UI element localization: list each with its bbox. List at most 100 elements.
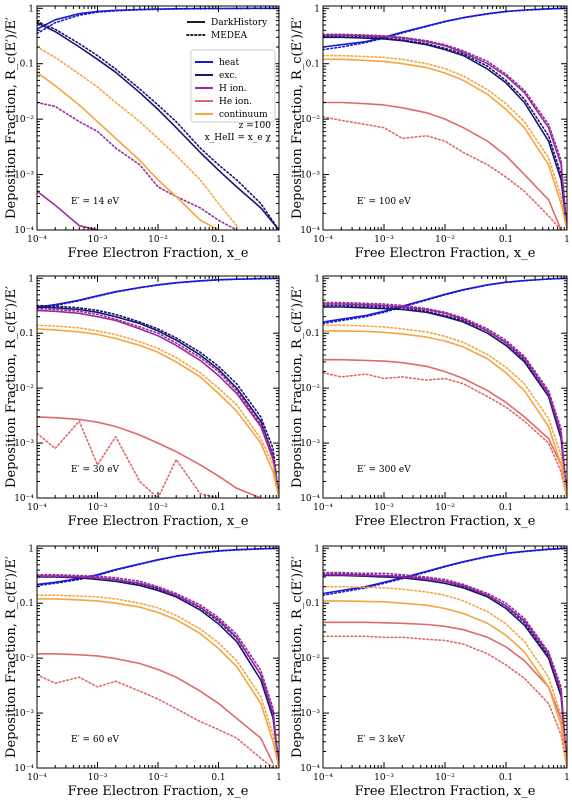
energy-annotation: E′ = 30 eV [71, 465, 120, 475]
series-line-continuum-medea [323, 324, 567, 498]
legend-channel-label: exc. [219, 71, 237, 81]
y-axis-label: Deposition Fraction, R_c(E′)/E′ [290, 286, 305, 488]
y-tick-label: 10⁻⁴ [300, 764, 320, 774]
series-group [323, 7, 567, 230]
y-axis-label: Deposition Fraction, R_c(E′)/E′ [4, 286, 19, 488]
series-line-continuum-darkhistory [323, 58, 567, 230]
chart-panel-1: 10⁻⁴ 10⁻³ 10⁻² 0.1 1 10⁻⁴ 10⁻³ 10⁻² 0.1 1 Free Ele… [4, 4, 282, 261]
series-group [37, 547, 279, 768]
legend-style-label: DarkHistory [211, 18, 268, 28]
condition-label: x_HeII = x_e χ [205, 133, 272, 143]
y-tick-label: 10⁻³ [14, 171, 34, 181]
y-tick-label: 1 [28, 4, 34, 14]
energy-annotation: E′ = 60 eV [71, 735, 120, 745]
series-line-hion-darkhistory [323, 573, 567, 768]
y-axis-label: Deposition Fraction, R_c(E′)/E′ [290, 556, 305, 758]
series-line-continuum-darkhistory [37, 328, 279, 498]
x-axis-label: Free Electron Fraction, x_e [355, 784, 536, 799]
y-tick-label: 10⁻² [14, 115, 34, 125]
series-line-continuum-darkhistory [323, 600, 567, 768]
series-line-heat-darkhistory [323, 277, 567, 323]
series-line-hion-medea [37, 101, 238, 230]
series-group [323, 547, 567, 768]
series-line-continuum-medea [37, 46, 238, 227]
legend-channel-label: H ion. [219, 84, 247, 94]
series-line-heat-darkhistory [323, 547, 567, 595]
series-line-hion-darkhistory [323, 303, 567, 498]
y-tick-label: 10⁻² [14, 654, 34, 664]
x-tick-label: 1 [276, 503, 282, 513]
y-tick-label: 1 [28, 544, 34, 554]
series-line-continuum-medea [37, 324, 279, 498]
y-tick-label: 10⁻³ [300, 171, 320, 181]
series-line-heat-darkhistory [323, 7, 567, 48]
y-tick-label: 1 [314, 4, 320, 14]
legend-channel-label: continuum [219, 110, 268, 120]
legend-style-label: MEDEA [211, 31, 248, 41]
series-line-exc-darkhistory [323, 574, 567, 768]
series-line-exc-darkhistory [37, 306, 279, 498]
energy-annotation: E′ = 3 keV [357, 735, 405, 745]
y-tick-label: 0.1 [20, 329, 34, 339]
y-tick-label: 10⁻⁴ [14, 764, 34, 774]
chart-panel-3: 10⁻⁴ 10⁻³ 10⁻² 0.1 1 10⁻⁴ 10⁻³ 10⁻² 0.1 1 Free Ele… [4, 274, 282, 529]
y-tick-label: 0.1 [306, 60, 320, 70]
series-line-heat-medea [37, 277, 279, 310]
y-tick-label: 10⁻² [300, 654, 320, 664]
y-tick-label: 1 [28, 274, 34, 284]
series-line-heion-darkhistory [37, 653, 274, 765]
x-tick-label: 1 [276, 235, 282, 245]
series-line-hion-medea [37, 307, 279, 498]
x-tick-label: 0.1 [211, 773, 225, 783]
x-tick-label: 0.1 [499, 235, 513, 245]
series-line-hion-darkhistory [37, 575, 279, 768]
x-tick-label: 10⁻³ [88, 503, 108, 513]
series-line-heion-medea [37, 673, 274, 768]
y-tick-label: 0.1 [306, 329, 320, 339]
x-tick-label: 0.1 [211, 503, 225, 513]
series-line-heat-medea [37, 547, 279, 587]
y-tick-label: 10⁻² [300, 384, 320, 394]
y-tick-label: 10⁻³ [14, 439, 34, 449]
series-line-heion-darkhistory [323, 101, 562, 230]
x-tick-label: 10⁻² [148, 235, 168, 245]
x-tick-label: 1 [564, 235, 570, 245]
x-tick-label: 10⁻² [435, 773, 455, 783]
x-tick-label: 10⁻² [435, 503, 455, 513]
series-line-hion-medea [323, 301, 567, 498]
chart-panel-4: 10⁻⁴ 10⁻³ 10⁻² 0.1 1 10⁻⁴ 10⁻³ 10⁻² 0.1 1 Free Ele… [290, 274, 570, 529]
series-line-heion-medea [37, 420, 220, 498]
series-line-heion-darkhistory [37, 416, 262, 498]
series-line-heat-darkhistory [37, 547, 279, 586]
x-tick-label: 10⁻⁴ [27, 235, 47, 245]
condition-label: z =100 [239, 121, 272, 131]
series-line-exc-darkhistory [323, 36, 567, 230]
series-line-continuum-darkhistory [37, 598, 279, 768]
y-tick-label: 10⁻² [14, 384, 34, 394]
x-tick-label: 10⁻⁴ [313, 235, 333, 245]
y-tick-label: 10⁻⁴ [14, 494, 34, 504]
series-line-continuum-medea [37, 594, 279, 768]
x-axis-label: Free Electron Fraction, x_e [68, 246, 249, 261]
x-axis-label: Free Electron Fraction, x_e [68, 784, 249, 799]
series-line-heat-medea [323, 277, 567, 325]
series-line-continuum-darkhistory [323, 330, 567, 498]
x-tick-label: 10⁻⁴ [313, 773, 333, 783]
series-line-heion-medea [323, 372, 567, 498]
x-tick-label: 10⁻³ [88, 773, 108, 783]
y-axis-label: Deposition Fraction, R_c(E′)/E′ [4, 556, 19, 758]
y-tick-label: 10⁻⁴ [300, 494, 320, 504]
x-tick-label: 0.1 [499, 773, 513, 783]
x-tick-label: 0.1 [499, 503, 513, 513]
energy-annotation: E′ = 300 eV [357, 465, 411, 475]
y-tick-label: 10⁻⁴ [14, 226, 34, 236]
y-tick-label: 10⁻³ [300, 709, 320, 719]
series-line-exc-medea [323, 34, 567, 230]
y-tick-label: 0.1 [20, 60, 34, 70]
x-axis-label: Free Electron Fraction, x_e [355, 246, 536, 261]
y-tick-label: 10⁻³ [14, 709, 34, 719]
x-tick-label: 10⁻² [435, 235, 455, 245]
series-line-exc-medea [37, 20, 279, 230]
series-line-hion-medea [323, 571, 567, 768]
